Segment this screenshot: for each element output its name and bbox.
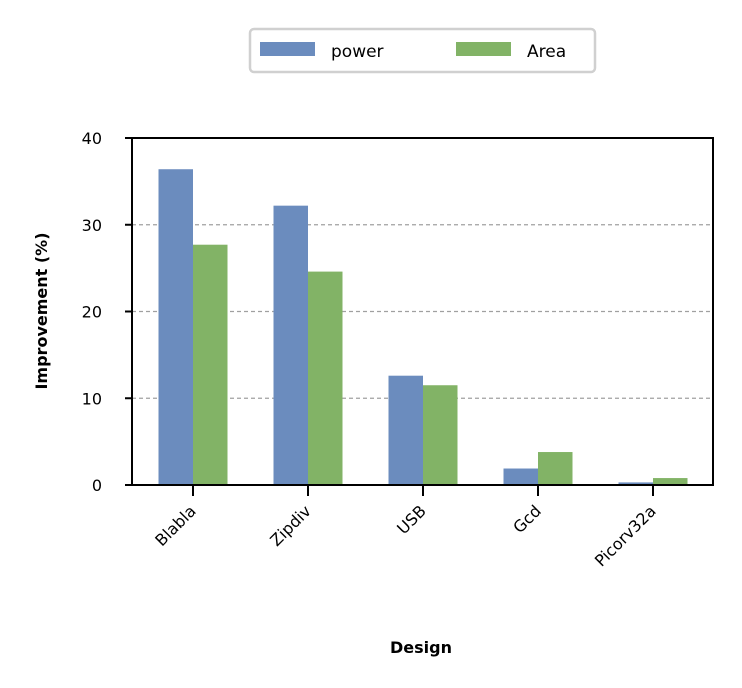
x-tick-label: Picorv32a <box>591 501 660 570</box>
x-axis-label: Design <box>390 638 452 657</box>
bars <box>158 169 688 486</box>
x-tick-label: Blabla <box>151 501 200 550</box>
bar-area-zipdiv <box>308 271 343 485</box>
y-tick-label: 30 <box>82 216 102 235</box>
y-axis-label: Improvement (%) <box>32 232 51 389</box>
y-tick-label: 10 <box>82 389 102 408</box>
legend-frame <box>248 27 597 74</box>
y-tick-label: 0 <box>92 476 102 495</box>
legend-label-area: Area <box>527 42 566 62</box>
legend: power Area <box>248 27 597 74</box>
bar-power-picorv32a <box>618 482 653 485</box>
x-tick-label: USB <box>393 501 430 538</box>
bar-power-usb <box>388 375 423 485</box>
legend-label-power: power <box>331 42 384 62</box>
bar-area-gcd <box>538 452 573 485</box>
x-tick-label: Gcd <box>509 501 545 537</box>
legend-swatch-power <box>260 42 315 56</box>
bar-area-blabla <box>193 244 228 485</box>
x-axis: Blabla Zipdiv USB Gcd Picorv32a <box>151 485 660 570</box>
bar-area-picorv32a <box>653 478 688 485</box>
bar-power-blabla <box>158 169 193 486</box>
bar-power-zipdiv <box>273 205 308 486</box>
bar-area-usb <box>423 385 458 485</box>
x-tick-label: Zipdiv <box>266 501 315 550</box>
y-axis: 0 10 20 30 40 <box>82 129 132 495</box>
y-tick-label: 20 <box>82 303 102 322</box>
bar-power-gcd <box>503 468 538 485</box>
y-tick-label: 40 <box>82 129 102 148</box>
legend-swatch-area <box>456 42 511 56</box>
